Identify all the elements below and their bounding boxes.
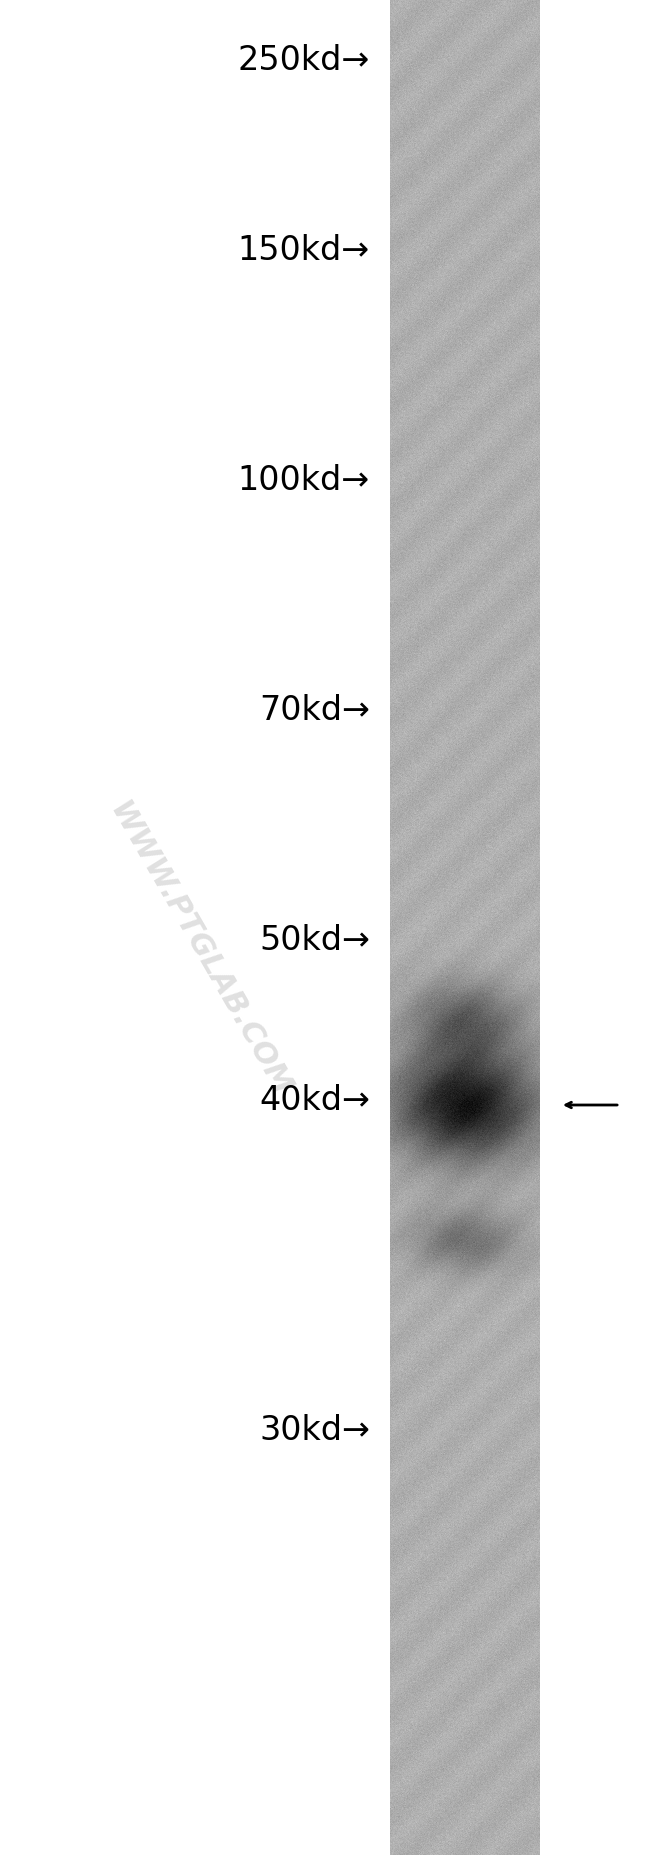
Text: 70kd→: 70kd→	[259, 694, 370, 727]
Text: 100kd→: 100kd→	[238, 464, 370, 497]
Text: 150kd→: 150kd→	[238, 234, 370, 267]
Text: 30kd→: 30kd→	[259, 1414, 370, 1447]
Text: 250kd→: 250kd→	[238, 43, 370, 76]
Text: 50kd→: 50kd→	[259, 924, 370, 957]
Text: WWW.PTGLAB.COM: WWW.PTGLAB.COM	[104, 798, 296, 1102]
Text: 40kd→: 40kd→	[259, 1083, 370, 1117]
